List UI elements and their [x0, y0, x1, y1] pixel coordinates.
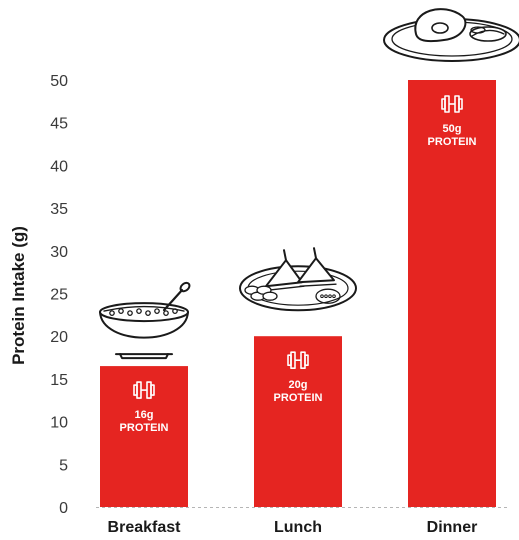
y-tick-label: 15 [50, 372, 68, 389]
y-tick-label: 20 [50, 329, 68, 346]
y-axis: 0 5 10 15 20 25 30 35 40 45 50 [50, 73, 68, 517]
bar-breakfast [100, 366, 188, 507]
dumbbell-icon [287, 351, 309, 370]
food-icons [99, 8, 519, 360]
bar-dinner [408, 80, 496, 507]
y-tick-label: 25 [50, 287, 68, 304]
y-tick-label: 30 [50, 244, 68, 261]
sandwich-plate-icon [239, 247, 357, 312]
y-tick-label: 50 [50, 73, 68, 90]
dumbbell-icon [133, 381, 155, 399]
y-tick-label: 10 [50, 415, 68, 432]
y-tick-label: 35 [50, 201, 68, 218]
dumbbell-icon [441, 95, 463, 113]
x-tick-label: Dinner [427, 519, 478, 535]
y-tick-label: 0 [59, 500, 68, 517]
steak-plate-icon [383, 8, 519, 62]
y-tick-label: 5 [59, 457, 68, 474]
y-axis-label: Protein Intake (g) [9, 226, 28, 365]
bar-amount-label: 20g [289, 379, 308, 391]
bar-unit-label: PROTEIN [428, 136, 477, 148]
y-tick-label: 45 [50, 116, 68, 133]
bar-amount-label: 50g [443, 123, 462, 135]
bar-lunch [254, 336, 342, 507]
x-tick-label: Lunch [274, 519, 322, 535]
y-tick-label: 40 [50, 158, 68, 175]
bar-unit-label: PROTEIN [274, 392, 323, 404]
cereal-bowl-icon [99, 281, 191, 360]
x-axis: Breakfast Lunch Dinner [108, 519, 478, 536]
x-tick-label: Breakfast [108, 519, 182, 535]
bar-amount-label: 16g [135, 409, 154, 421]
bar-unit-label: PROTEIN [120, 422, 169, 434]
